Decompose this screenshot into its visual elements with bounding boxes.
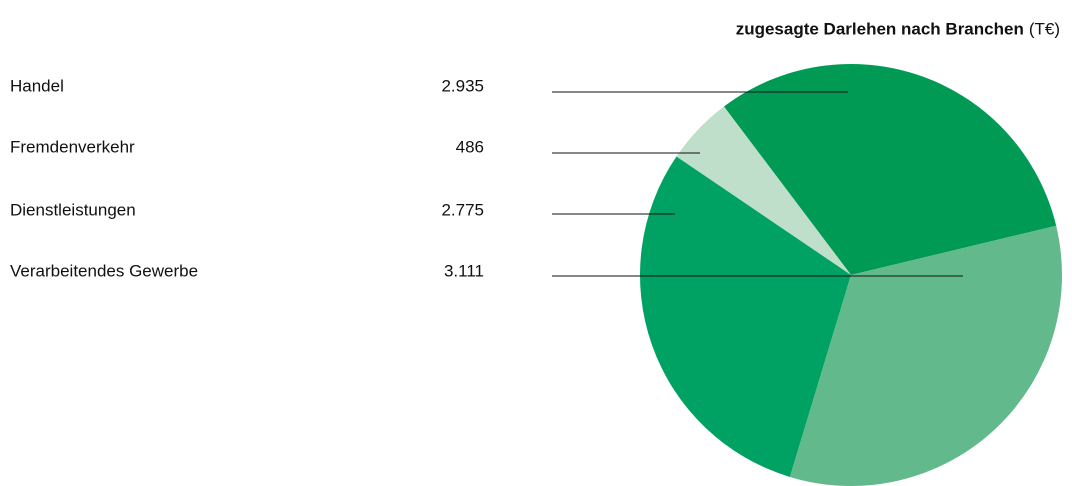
category-label: Verarbeitendes Gewerbe <box>10 261 198 280</box>
category-label: Handel <box>10 76 64 95</box>
category-label: Fremdenverkehr <box>10 137 135 156</box>
pie-slice <box>640 156 851 477</box>
pie-slice <box>789 225 1062 486</box>
value-label: 3.111 <box>444 261 484 280</box>
value-label: 2.775 <box>441 200 484 219</box>
value-label: 2.935 <box>441 76 484 95</box>
category-label: Dienstleistungen <box>10 200 136 219</box>
unit-label: (T€) <box>1029 19 1060 38</box>
value-label: 486 <box>456 137 484 156</box>
pie-slice <box>723 63 1057 275</box>
pie-slice <box>676 106 851 275</box>
chart-title: zugesagte Darlehen nach Branchen <box>736 19 1024 38</box>
